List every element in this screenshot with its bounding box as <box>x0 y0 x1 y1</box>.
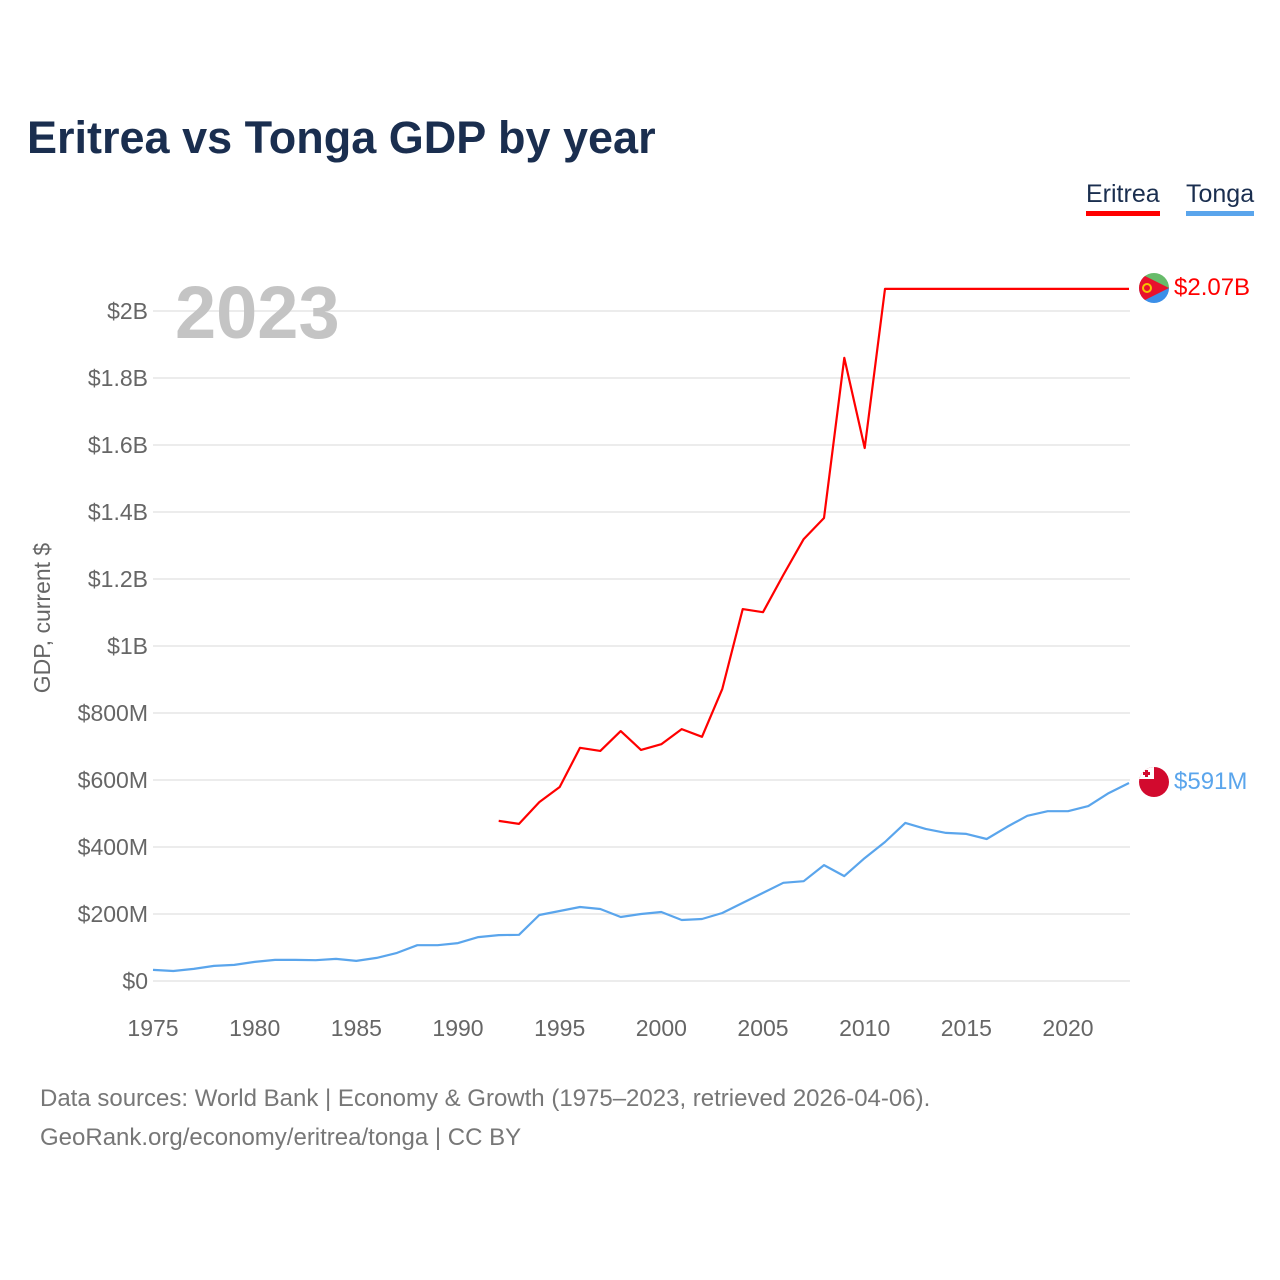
tonga-end-label: $591M <box>1174 768 1247 795</box>
y-tick-label: $600M <box>78 767 148 793</box>
x-tick-label: 2020 <box>1042 1015 1093 1041</box>
x-tick-label: 2015 <box>941 1015 992 1041</box>
series-line-eritrea <box>498 287 1129 826</box>
y-tick-label: $200M <box>78 901 148 927</box>
footer-sources: Data sources: World Bank | Economy & Gro… <box>40 1085 931 1112</box>
y-axis-label: GDP, current $ <box>29 543 55 694</box>
x-tick-label: 1995 <box>534 1015 585 1041</box>
y-tick-label: $1.6B <box>88 432 148 458</box>
year-watermark: 2023 <box>175 271 340 354</box>
tonga-flag-icon <box>1139 767 1169 797</box>
x-tick-label: 1975 <box>127 1015 178 1041</box>
footer-link[interactable]: GeoRank.org/economy/eritrea/tonga | CC B… <box>40 1124 522 1151</box>
x-tick-label: 1990 <box>432 1015 483 1041</box>
legend-eritrea[interactable]: Eritrea <box>1086 180 1160 216</box>
y-tick-label: $1.4B <box>88 499 148 525</box>
x-tick-label: 2005 <box>737 1015 788 1041</box>
y-tick-label: $1.8B <box>88 365 148 391</box>
x-tick-label: 2000 <box>636 1015 687 1041</box>
y-tick-label: $1.2B <box>88 566 148 592</box>
x-tick-label: 1985 <box>331 1015 382 1041</box>
y-tick-label: $2B <box>107 298 148 324</box>
legend-tonga[interactable]: Tonga <box>1186 180 1255 216</box>
y-tick-label: $800M <box>78 700 148 726</box>
x-tick-label: 2010 <box>839 1015 890 1041</box>
y-tick-label: $0 <box>122 968 148 994</box>
y-tick-label: $1B <box>107 633 148 659</box>
y-tick-label: $400M <box>78 834 148 860</box>
eritrea-end-label: $2.07B <box>1174 274 1250 301</box>
x-tick-label: 1980 <box>229 1015 280 1041</box>
series-line-tonga <box>152 782 1130 973</box>
chart-title: Eritrea vs Tonga GDP by year <box>27 112 656 163</box>
eritrea-flag-icon <box>1139 273 1169 303</box>
